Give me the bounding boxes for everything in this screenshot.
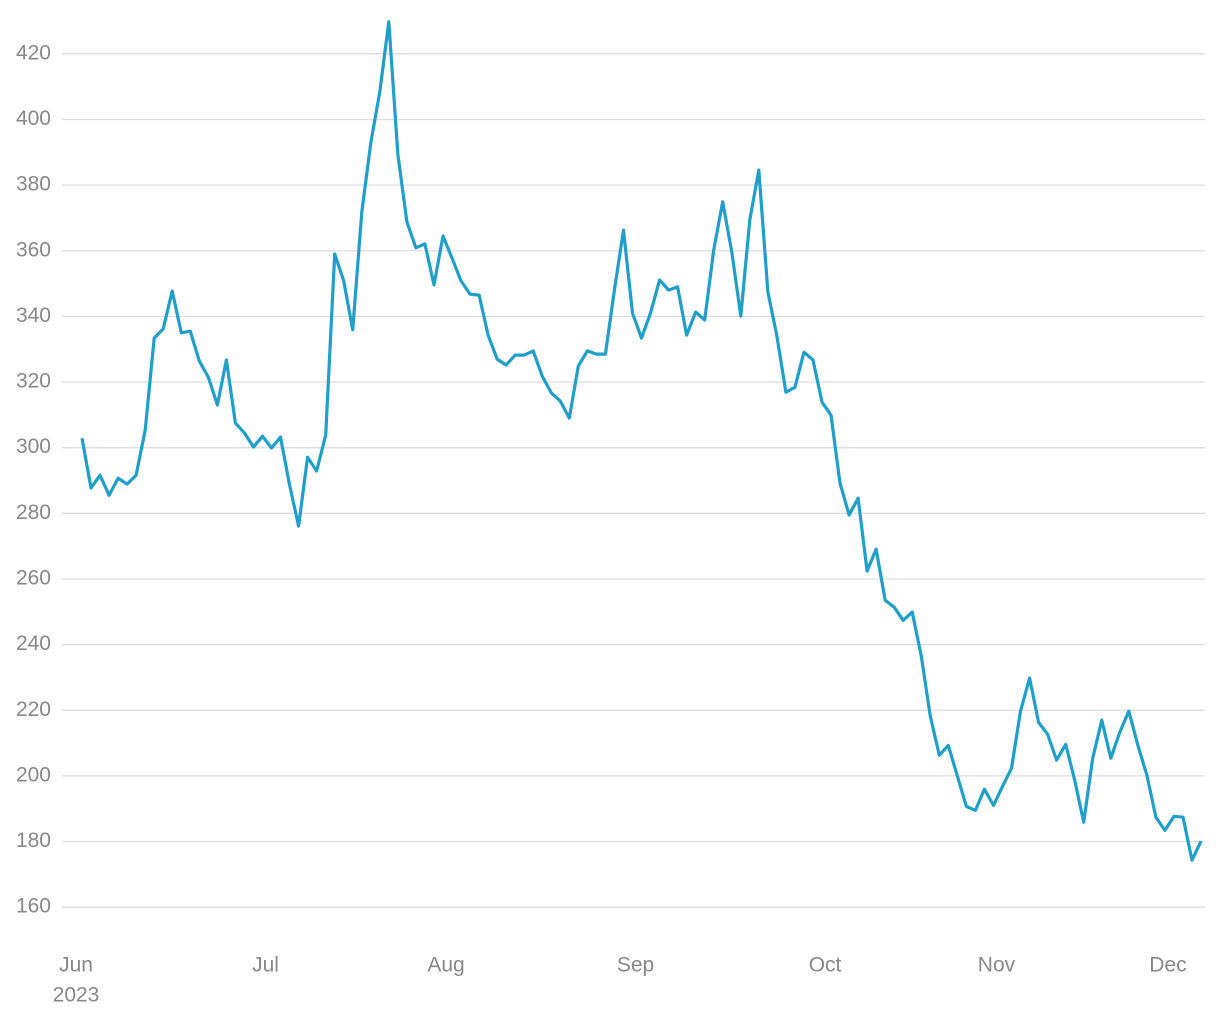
x-tick-label: Sep [617, 954, 654, 977]
y-tick-label: 160 [16, 895, 51, 918]
y-tick-label: 360 [16, 238, 51, 261]
price-line [80, 20, 1203, 862]
y-tick-label: 220 [16, 698, 51, 721]
y-tick-label: 260 [16, 567, 51, 590]
x-tick-label: Nov [978, 954, 1016, 977]
x-tick-label: Jun [59, 954, 93, 977]
y-tick-label: 300 [16, 435, 51, 458]
y-tick-label: 340 [16, 304, 51, 327]
y-tick-label: 180 [16, 829, 51, 852]
x-tick-label: Oct [809, 954, 842, 977]
y-tick-label: 200 [16, 763, 51, 786]
y-tick-label: 400 [16, 107, 51, 130]
x-tick-label: Aug [427, 954, 464, 977]
x-tick-label: Dec [1149, 954, 1186, 977]
y-tick-label: 320 [16, 370, 51, 393]
y-tick-label: 240 [16, 632, 51, 655]
y-tick-label: 380 [16, 173, 51, 196]
y-tick-label: 420 [16, 41, 51, 64]
y-tick-label: 280 [16, 501, 51, 524]
x-year-label: 2023 [53, 984, 100, 1007]
x-tick-label: Jul [252, 954, 279, 977]
